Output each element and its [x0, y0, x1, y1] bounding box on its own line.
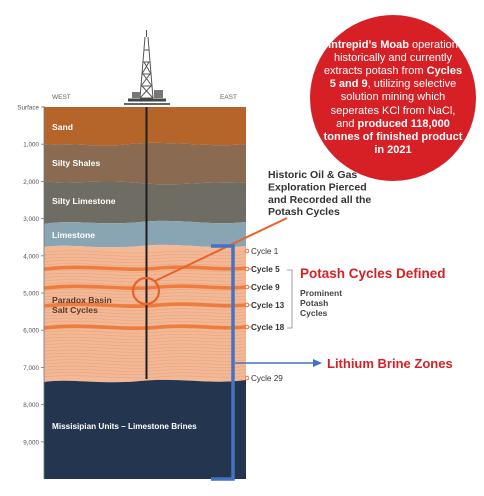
potash-defined-text: Potash Cycles Defined: [300, 266, 446, 281]
cycle-label: Cycle 18: [251, 323, 285, 332]
layer-silty-limestone: [44, 181, 246, 224]
salt-line: [44, 337, 246, 340]
cycle-marker-dot: [244, 324, 250, 330]
salt-line: [44, 311, 246, 315]
salt-cycle-lines: [44, 250, 246, 379]
cycle-markers: Cycle 1 Cycle 5 Cycle 9 Cycle 13 Cycle 18 Cyc…: [244, 247, 285, 383]
salt-line: [44, 260, 246, 263]
lithium-text: Lithium Brine Zones: [327, 356, 453, 371]
layer-label: Missisipian Units – Limestone Brines: [52, 422, 197, 431]
salt-line: [44, 253, 246, 257]
salt-line: [44, 365, 246, 369]
potash-band: [44, 284, 246, 290]
depth-tick-label: 3,000: [23, 216, 39, 223]
salt-line: [44, 273, 246, 276]
cycle-marker-dot: [244, 302, 250, 308]
layer-label: Paradox Basin Salt Cycles: [52, 295, 112, 315]
salt-line: [44, 330, 246, 334]
moab-callout: Intrepid’s Moab operation historically a…: [310, 15, 476, 181]
depth-tick-label: 6,000: [23, 328, 39, 335]
salt-line: [44, 353, 246, 356]
salt-line: [44, 295, 246, 299]
exploration-text: Historic Oil & Gas Exploration Pierced and…: [268, 169, 371, 218]
prominent-bracket: [287, 269, 293, 329]
layer-missisipian: [44, 379, 246, 479]
layer-limestone: [44, 220, 246, 248]
cycle-label: Cycle 9: [251, 283, 280, 292]
cycle-label: Cycle 1: [251, 247, 279, 256]
salt-line: [44, 343, 246, 347]
layer-silty-shales: [44, 142, 246, 185]
salt-line: [44, 372, 246, 375]
salt-line: [44, 314, 246, 318]
salt-line: [44, 356, 246, 359]
salt-line: [44, 250, 246, 254]
salt-line: [44, 340, 246, 343]
depth-tick-label: 4,000: [23, 253, 39, 260]
depth-tick-label: 5,000: [23, 291, 39, 298]
salt-line: [44, 346, 246, 350]
cycle-label: Cycle 5: [251, 265, 280, 274]
cycle-label: Cycle 13: [251, 301, 285, 310]
salt-line: [44, 321, 246, 324]
salt-line: [44, 308, 246, 311]
cycle-label: Cycle 29: [251, 374, 283, 383]
layer-label: Limestone: [52, 230, 95, 240]
salt-line: [44, 269, 246, 273]
salt-line: [44, 263, 246, 267]
salt-line: [44, 333, 246, 337]
potash-band: [44, 324, 246, 330]
cycle-marker-dot: [244, 266, 250, 272]
lithium-bracket: [211, 244, 235, 481]
salt-line: [44, 292, 246, 295]
layer-label: Silty Limestone: [52, 196, 116, 206]
depth-tick-label: 1,000: [23, 142, 39, 149]
exploration-leader: [154, 217, 288, 282]
salt-line: [44, 349, 246, 353]
cycle-marker-dot: [244, 375, 250, 381]
layer-sand: [44, 107, 246, 146]
depth-tick-label: 8,000: [23, 402, 39, 409]
exploration-circle: [131, 276, 161, 306]
salt-line: [44, 298, 246, 302]
layer-label: Sand: [52, 122, 73, 132]
salt-line: [44, 375, 246, 379]
salt-line: [44, 282, 246, 286]
depth-tick-label: 2,000: [23, 179, 39, 186]
salt-line: [44, 257, 246, 260]
depth-tick-label: 7,000: [23, 365, 39, 372]
compass-east: EAST: [220, 94, 237, 101]
depth-tick-label: 9,000: [23, 439, 39, 446]
salt-line: [44, 317, 246, 321]
drilling-rig-icon: [124, 30, 170, 105]
prominent-text: Prominent Potash Cycles: [300, 288, 342, 318]
salt-line: [44, 359, 246, 363]
salt-line: [44, 362, 246, 366]
cycle-marker-dot: [244, 248, 250, 254]
cycle-marker-dot: [244, 284, 250, 290]
salt-line: [44, 369, 246, 372]
lithium-arrow-head: [313, 359, 322, 367]
compass-west: WEST: [52, 94, 71, 101]
moab-callout-text: Intrepid’s Moab operation historically a…: [323, 38, 463, 157]
potash-band: [44, 302, 246, 308]
layer-label: Silty Shales: [52, 158, 100, 168]
strata-column: [44, 107, 246, 479]
potash-band: [44, 265, 246, 271]
layer-labels: Sand Silty Shales Silty Limestone Limestone…: [52, 122, 197, 431]
depth-axis: Surface 1,000 2,000 3,000 4,000 5,000 6,000 7,0…: [17, 105, 45, 479]
salt-line: [44, 279, 246, 283]
depth-tick-label: Surface: [17, 105, 39, 112]
